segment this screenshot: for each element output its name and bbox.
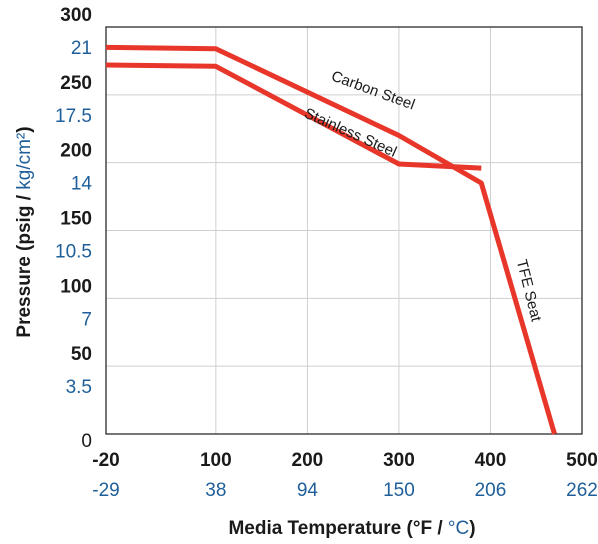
- x-axis-title-unit: °C: [448, 518, 469, 539]
- y-tick-label-kg: 14: [71, 174, 93, 195]
- x-tick-label-c: 150: [383, 480, 415, 501]
- x-axis-title: Media Temperature (°F / °C): [228, 518, 475, 539]
- x-tick-label-f: -20: [92, 450, 119, 471]
- plot-frame: [105, 26, 583, 435]
- y-tick-label-kg: 3.5: [66, 377, 92, 398]
- series-line: [105, 44, 557, 435]
- y-axis-title-unit: kg/cm²: [14, 133, 35, 190]
- x-tick-label-f: 400: [475, 450, 507, 471]
- x-tick-label-f: 300: [383, 450, 415, 471]
- y-tick-label-kg: 10.5: [55, 242, 92, 263]
- y-tick-label-psig: 50: [71, 344, 92, 365]
- y-tick-label-psig: 0: [81, 431, 92, 452]
- y-axis-title-main: Pressure (psig /: [14, 190, 35, 338]
- x-tick-label-c: 94: [297, 480, 319, 501]
- y-tick-label-psig: 100: [60, 276, 92, 297]
- y-tick-labels: 0 50 3.5 100 7 150 10.5 200 14 250 17.5 300 21: [55, 5, 92, 452]
- x-tick-label-c: -29: [92, 480, 119, 501]
- y-tick-label-kg: 21: [71, 38, 92, 59]
- y-axis-title-close: ): [14, 126, 35, 132]
- y-tick-label-psig: 150: [60, 209, 92, 230]
- y-axis-title: Pressure (psig / kg/cm²): [14, 126, 35, 337]
- y-tick-label-psig: 200: [60, 141, 92, 162]
- x-tick-label-f: 200: [292, 450, 324, 471]
- x-axis-title-close: ): [469, 518, 475, 539]
- x-tick-labels: -20 -29 100 38 200 94 300 150 400 206 500 262: [92, 450, 598, 501]
- y-tick-label-psig: 300: [60, 5, 92, 26]
- x-tick-label-c: 206: [475, 480, 507, 501]
- x-tick-label-c: 262: [566, 480, 598, 501]
- x-tick-label-f: 100: [200, 450, 232, 471]
- x-tick-label-c: 38: [205, 480, 226, 501]
- x-tick-label-f: 500: [566, 450, 598, 471]
- series-layer: [105, 44, 557, 435]
- y-tick-label-kg: 17.5: [55, 106, 92, 127]
- x-axis-title-main: Media Temperature (°F /: [228, 518, 447, 539]
- y-tick-label-kg: 7: [81, 309, 92, 330]
- series-line: [105, 62, 482, 171]
- y-tick-label-psig: 250: [60, 73, 92, 94]
